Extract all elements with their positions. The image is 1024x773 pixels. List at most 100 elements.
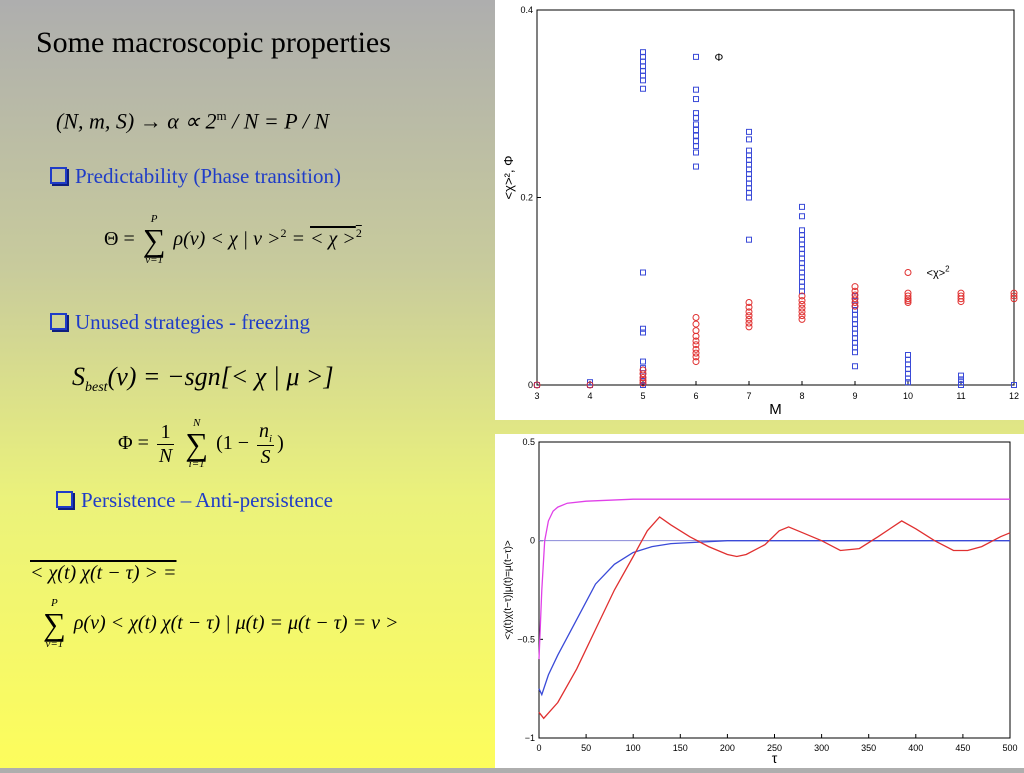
- data-point-circle: [745, 303, 753, 311]
- bullet-unused-strategies: Unused strategies - freezing: [50, 310, 310, 335]
- data-point-circle: [798, 312, 806, 320]
- x-tick-label: 200: [720, 743, 735, 753]
- y-tick-label: 0.2: [520, 193, 533, 203]
- data-point-circle: [745, 315, 753, 323]
- data-point-square: [693, 142, 699, 149]
- x-tick-label: 11: [956, 391, 965, 401]
- data-point-circle: [904, 297, 912, 305]
- data-point-circle: [851, 283, 859, 291]
- data-point-circle: [851, 291, 859, 299]
- y-axis-label: <χ(t)χ(t−τ)|μ(t)=μ(t−τ)>: [503, 540, 514, 640]
- data-point-circle: [851, 295, 859, 303]
- data-point-square: [958, 382, 964, 388]
- sigma-icon: ∑: [43, 606, 66, 642]
- data-point-circle: [851, 302, 859, 310]
- data-point-square: [958, 372, 964, 379]
- x-tick-label: 5: [640, 391, 645, 401]
- x-tick-label: 50: [581, 743, 591, 753]
- x-tick-label: 500: [1002, 743, 1017, 753]
- sigma-icon: ∑: [185, 426, 209, 462]
- data-point-circle: [851, 287, 859, 295]
- checkbox-bullet-icon: [56, 491, 73, 508]
- data-point-square: [640, 269, 646, 276]
- x-tick-label: 0: [536, 743, 541, 753]
- y-axis-label: <χ>², Φ: [501, 156, 516, 200]
- series-line-0: [538, 498, 1010, 660]
- theta-equation: Θ = P ∑ ν=1 ρ(ν) < χ | ν >2 = < χ >2: [104, 213, 362, 267]
- x-tick-label: 7: [746, 391, 751, 401]
- data-point-circle: [745, 323, 753, 331]
- scatter-chart: 3 4 5 6 7 8 9 10 11 12 0 0.2 0.4 M <χ>², Φ Φ <χ>2: [501, 5, 1019, 418]
- x-tick-label: 100: [626, 743, 641, 753]
- plot-frame: [538, 441, 1011, 739]
- x-tick-label: 3: [534, 391, 539, 401]
- data-point-square: [693, 53, 699, 60]
- data-point-circle: [692, 314, 700, 321]
- x-tick-label: 10: [903, 391, 913, 401]
- data-point-circle: [904, 295, 912, 303]
- x-tick-label: 300: [814, 743, 829, 753]
- data-point-square: [640, 77, 646, 84]
- data-point-square: [1011, 382, 1017, 388]
- x-tick-label: 400: [908, 743, 923, 753]
- data-point-square: [852, 363, 858, 370]
- data-point-square: [693, 132, 699, 139]
- plot-frame: [536, 9, 1015, 386]
- y-tick-label: 0: [530, 536, 535, 546]
- data-point-square: [640, 358, 646, 365]
- data-point-circle: [798, 300, 806, 308]
- annotation-label: <χ>2: [927, 265, 951, 280]
- scatter-chart-panel: 3 4 5 6 7 8 9 10 11 12 0 0.2 0.4 M <χ>², Φ Φ <χ>2: [495, 0, 1024, 420]
- data-point-circle: [904, 292, 912, 300]
- data-point-square: [746, 194, 752, 201]
- data-point-circle: [692, 341, 700, 349]
- y-tick-label: −0.5: [517, 634, 535, 644]
- data-point-square: [693, 96, 699, 103]
- line-chart: 0 50 100 150 200 250 300 350 400 450 500 −1 −0.5 0 0.5…: [503, 437, 1018, 766]
- data-point-square: [799, 288, 805, 295]
- data-point-circle: [1010, 295, 1018, 303]
- data-point-square: [693, 86, 699, 93]
- sigma-icon: ∑: [142, 222, 166, 258]
- data-point-square: [905, 379, 911, 386]
- data-point-circle: [533, 381, 541, 389]
- data-point-circle: [957, 298, 965, 306]
- data-point-square: [746, 236, 752, 243]
- checkbox-bullet-icon: [50, 167, 67, 184]
- x-tick-label: 6: [693, 391, 698, 401]
- correlation-equation-rhs: P ∑ ν=1 ρ(ν) < χ(t) χ(t − τ) | μ(t) = μ(…: [43, 597, 399, 651]
- data-point-square: [799, 203, 805, 210]
- x-tick-label: 450: [955, 743, 970, 753]
- series-line-2: [538, 516, 1011, 720]
- data-point-square: [905, 375, 911, 382]
- alpha-equation: (N, m, S) → α ∝ 2m / N = P / N: [56, 108, 330, 134]
- data-point-circle: [692, 320, 700, 328]
- data-point-square: [693, 149, 699, 156]
- data-point-circle: [798, 292, 806, 300]
- phi-equation: Φ = 1 N N ∑ i=1 (1 − ni S ): [118, 417, 284, 471]
- sbest-equation: Sbest(ν) = −sgn[< χ | μ >]: [72, 362, 334, 396]
- data-point-square: [640, 85, 646, 92]
- data-point-circle: [798, 297, 806, 305]
- data-point-circle: [745, 308, 753, 316]
- data-point-circle: [586, 381, 594, 389]
- data-point-circle: [1010, 292, 1018, 300]
- y-tick-label: 0.4: [520, 5, 533, 15]
- summation-symbol: N ∑ i=1: [185, 417, 209, 471]
- data-point-circle: [639, 379, 647, 387]
- data-point-circle: [692, 345, 700, 353]
- data-point-square: [852, 349, 858, 356]
- data-point-circle: [957, 295, 965, 303]
- data-point-square: [746, 136, 752, 143]
- y-tick-label: 0.5: [522, 437, 535, 447]
- data-point-square: [693, 121, 699, 128]
- annotation-label: Φ: [715, 52, 724, 64]
- x-tick-label: 250: [767, 743, 782, 753]
- data-point-square: [587, 379, 593, 386]
- data-point-circle: [639, 376, 647, 384]
- x-tick-label: 9: [852, 391, 857, 401]
- data-point-circle: [745, 299, 753, 306]
- checkbox-bullet-icon: [50, 313, 67, 330]
- series-line-1: [538, 540, 1010, 697]
- data-point-square: [693, 114, 699, 121]
